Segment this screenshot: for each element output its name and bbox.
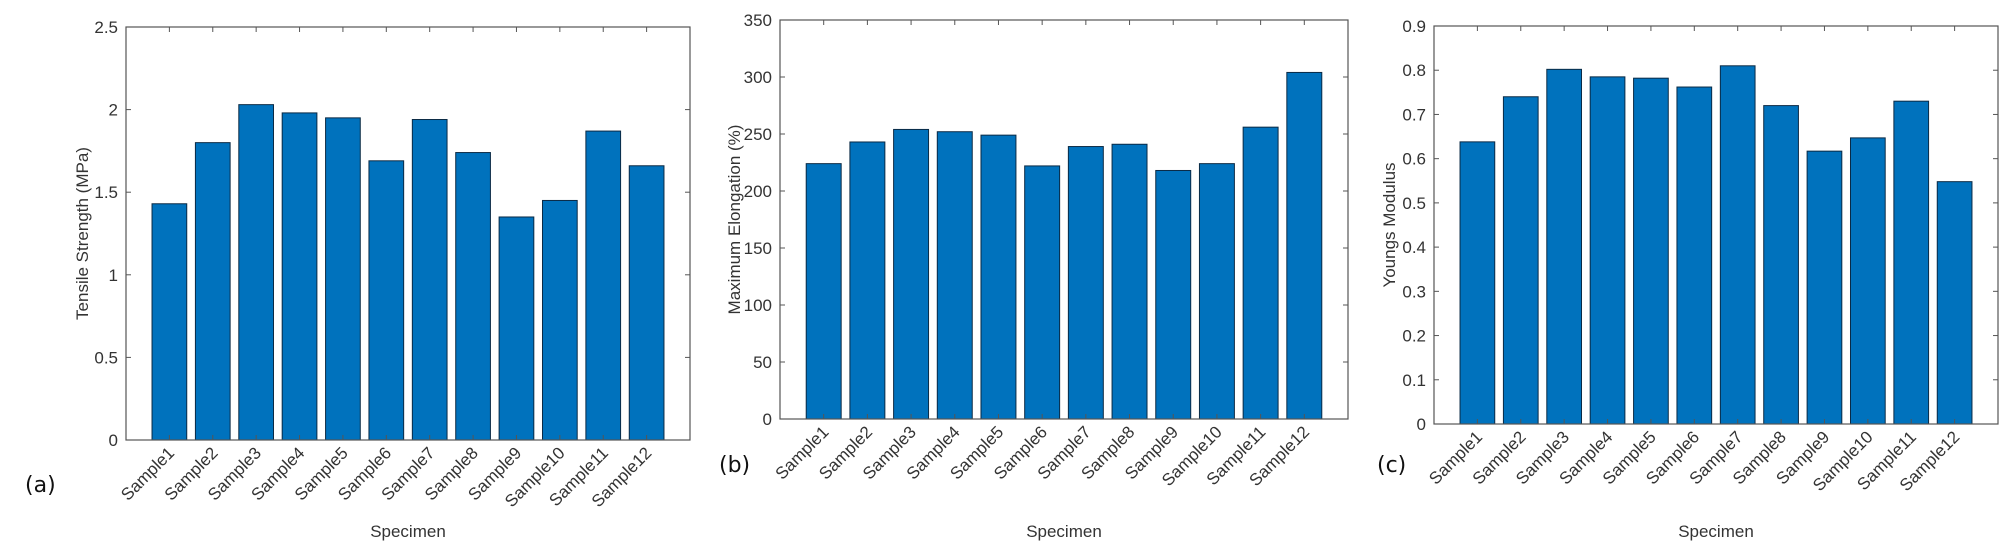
y-tick-label: 0.4 (1402, 238, 1426, 257)
bar (936, 131, 973, 420)
y-tick-label: 200 (744, 182, 772, 201)
bar (1067, 146, 1104, 420)
y-tick-label: 2 (109, 101, 118, 120)
y-tick-label: 0.7 (1402, 105, 1426, 124)
y-tick-label: 0.6 (1402, 150, 1426, 169)
chart-c: 00.10.20.30.40.50.60.70.80.9Sample1Sampl… (1377, 17, 1999, 541)
bar (805, 163, 842, 420)
bar (1242, 126, 1279, 420)
y-axis-label: Maximum Elongation (%) (725, 125, 744, 315)
bar (1024, 165, 1061, 420)
bar (325, 117, 361, 441)
bar (1502, 96, 1539, 425)
y-tick-label: 0.5 (94, 348, 118, 367)
y-axis-label: Tensile Strength (MPa) (73, 147, 92, 320)
y-tick-label: 0.9 (1402, 17, 1426, 36)
x-axis-label: Specimen (1678, 522, 1754, 541)
bar (1459, 141, 1496, 425)
panel-label: (b) (719, 453, 750, 478)
y-axis-label: Youngs Modulus (1380, 162, 1399, 287)
y-tick-label: 1.5 (94, 183, 118, 202)
y-tick-label: 0.8 (1402, 61, 1426, 80)
y-tick-label: 0.2 (1402, 327, 1426, 346)
bar (368, 160, 405, 441)
y-tick-label: 2.5 (94, 18, 118, 37)
bar (238, 104, 275, 441)
y-tick-label: 150 (744, 239, 772, 258)
bar (1198, 163, 1235, 420)
bar (541, 199, 578, 441)
y-tick-label: 0 (763, 410, 772, 429)
bar (1633, 77, 1669, 425)
bar (585, 130, 622, 441)
bar (281, 112, 318, 441)
y-tick-label: 300 (744, 68, 772, 87)
bar (194, 142, 231, 441)
y-tick-label: 350 (744, 11, 772, 30)
bar (1719, 65, 1756, 425)
y-tick-label: 0.3 (1402, 282, 1426, 301)
x-axis-label: Specimen (1026, 522, 1102, 541)
bar (628, 165, 665, 441)
bar (1806, 150, 1843, 425)
y-tick-label: 0.5 (1402, 194, 1426, 213)
bar (498, 216, 535, 441)
bar (893, 128, 930, 420)
chart-b: 050100150200250300350Sample1Sample2Sampl… (719, 11, 1349, 541)
panel-label: (c) (1377, 453, 1406, 478)
axes-box (125, 26, 691, 441)
y-tick-label: 1 (109, 266, 118, 285)
bar (1893, 100, 1930, 425)
y-tick-label: 0 (1417, 415, 1426, 434)
panel-label: (a) (25, 473, 56, 498)
bar (1936, 181, 1973, 425)
bar (1676, 86, 1713, 425)
bar (1286, 71, 1323, 420)
axes-box (1433, 25, 1999, 425)
bar (849, 141, 886, 420)
y-tick-label: 0 (109, 431, 118, 450)
y-tick-label: 0.1 (1402, 371, 1426, 390)
bar (1589, 76, 1626, 425)
bar (1546, 68, 1583, 425)
bar (411, 119, 448, 441)
bar (980, 134, 1017, 420)
x-axis-label: Specimen (370, 522, 446, 541)
y-tick-label: 50 (753, 353, 772, 372)
y-tick-label: 250 (744, 125, 772, 144)
y-tick-label: 100 (744, 296, 772, 315)
chart-a: 00.511.522.5Sample1Sample2Sample3Sample4… (25, 18, 691, 541)
bar (455, 152, 491, 441)
bar (1111, 143, 1148, 420)
bar (1763, 105, 1799, 425)
bar (1155, 169, 1192, 420)
bar (1849, 137, 1886, 425)
axes-box (779, 19, 1349, 420)
bar (151, 203, 188, 441)
